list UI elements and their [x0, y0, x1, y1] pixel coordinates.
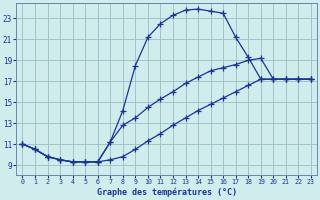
X-axis label: Graphe des températures (°C): Graphe des températures (°C) — [97, 188, 237, 197]
